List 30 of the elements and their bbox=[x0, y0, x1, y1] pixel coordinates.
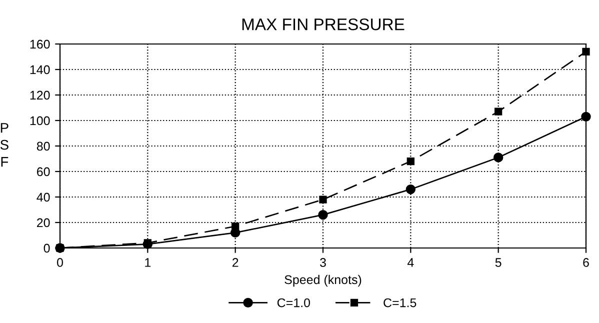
x-tick-label: 1 bbox=[145, 258, 151, 267]
y-tick-label: 80 bbox=[36, 142, 50, 151]
y-tick-label: 100 bbox=[30, 116, 50, 126]
legend-label: C=1.0 bbox=[277, 298, 310, 308]
y-tick-label: 20 bbox=[37, 218, 50, 228]
point bbox=[406, 184, 416, 194]
x-tick-label: 3 bbox=[320, 258, 326, 267]
y-axis-title: P S F bbox=[0, 123, 8, 167]
y-tick-label: 160 bbox=[30, 40, 50, 49]
point bbox=[582, 48, 590, 56]
point bbox=[144, 239, 152, 247]
y-tick-label: 0 bbox=[44, 244, 50, 253]
y-tick-label: 120 bbox=[30, 90, 50, 100]
point bbox=[493, 152, 504, 162]
chart-title: MAX FIN PRESSURE bbox=[242, 18, 404, 30]
point bbox=[232, 222, 240, 230]
x-tick-label: 4 bbox=[407, 258, 414, 267]
point bbox=[494, 108, 502, 116]
y-tick-label: 40 bbox=[36, 192, 50, 202]
point bbox=[319, 196, 327, 204]
x-tick-label: 2 bbox=[232, 258, 238, 267]
x-tick-label: 6 bbox=[583, 258, 589, 267]
y-tick-label: 140 bbox=[30, 65, 50, 74]
point bbox=[318, 210, 328, 220]
x-tick-label: 0 bbox=[57, 258, 63, 267]
legend-label: C=1.5 bbox=[384, 298, 416, 308]
point bbox=[406, 157, 414, 166]
y-tick-label: 60 bbox=[37, 167, 50, 176]
x-tick-label: 5 bbox=[495, 258, 502, 267]
x-axis-title: Speed (knots) bbox=[284, 274, 362, 287]
